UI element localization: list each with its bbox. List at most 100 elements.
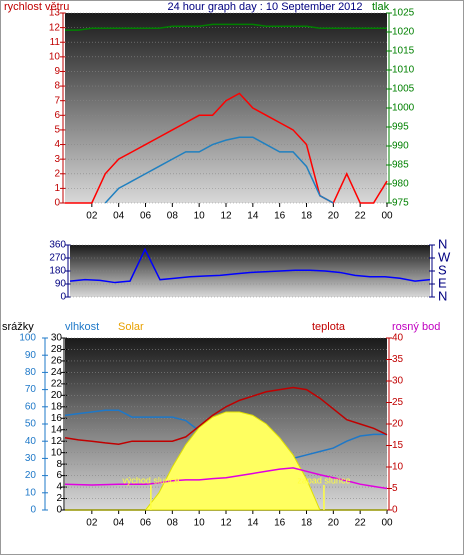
y-tick-label: 270 [49, 253, 66, 264]
y2-tick-label: 990 [392, 141, 409, 152]
legend-label: vlhkost [65, 321, 99, 333]
x-tick-label: 06 [140, 518, 152, 529]
y2-tick-label: 30 [392, 376, 404, 387]
y2-tick-label: 10 [392, 462, 404, 473]
y-tick-label: 180 [49, 266, 66, 277]
x-tick-label: 10 [194, 211, 206, 222]
series-line [69, 247, 431, 284]
y-tick-label: 0 [30, 505, 36, 516]
x-tick-label: 18 [301, 518, 313, 529]
x-tick-label: 00 [381, 211, 393, 222]
y-tick-label: 30 [25, 453, 37, 464]
x-tick-label: 02 [86, 211, 98, 222]
y2-tick-label: 40 [392, 333, 404, 344]
y3-tick-label: 10 [51, 447, 63, 458]
x-tick-label: 04 [113, 211, 125, 222]
solar-area [65, 411, 387, 511]
y2-tick-label: 35 [392, 354, 404, 365]
annotation: západ slunce [297, 475, 350, 485]
y2-tick-label: 25 [392, 397, 404, 408]
y3-tick-label: 26 [51, 356, 63, 367]
y-tick-label: 10 [25, 487, 37, 498]
x-tick-label: 02 [86, 518, 98, 529]
y2-tick-label: 1000 [392, 103, 415, 114]
y2-tick-label: W [438, 249, 451, 264]
x-tick-label: 14 [247, 518, 259, 529]
y-tick-label: 90 [55, 279, 67, 290]
y-tick-label: 7 [54, 95, 60, 106]
y3-tick-label: 4 [56, 482, 62, 493]
x-tick-label: 10 [194, 518, 206, 529]
y2-tick-label: 980 [392, 179, 409, 190]
x-tick-label: 20 [328, 518, 340, 529]
x-tick-label: 16 [274, 518, 286, 529]
y2-tick-label: S [438, 262, 447, 277]
y2-tick-label: N [438, 288, 447, 303]
y-tick-label: 11 [50, 37, 61, 48]
x-tick-label: 20 [328, 211, 340, 222]
x-tick-label: 04 [113, 518, 125, 529]
x-tick-label: 16 [274, 211, 286, 222]
x-tick-label: 18 [301, 211, 313, 222]
y2-tick-label: 1025 [392, 8, 415, 19]
y-tick-label: 80 [25, 367, 37, 378]
x-tick-label: 06 [140, 211, 152, 222]
y-tick-label: 0 [54, 198, 60, 209]
y3-tick-label: 28 [51, 344, 63, 355]
y2-axis-title: tlak [372, 1, 390, 13]
x-tick-label: 22 [355, 518, 367, 529]
series-line [64, 386, 388, 445]
y-tick-label: 2 [54, 168, 60, 179]
y2-tick-label: N [438, 236, 447, 251]
legend-label: srážky [2, 321, 34, 333]
y2-tick-label: 15 [392, 440, 404, 451]
y-tick-label: 40 [25, 436, 37, 447]
chart-title: 24 hour graph day : 10 September 2012 [167, 1, 362, 13]
y-tick-label: 360 [49, 240, 66, 251]
y3-tick-label: 18 [51, 401, 63, 412]
y-tick-label: 10 [49, 51, 61, 62]
legend-label: rosný bod [392, 321, 440, 333]
y3-tick-label: 16 [51, 413, 63, 424]
y2-tick-label: 985 [392, 160, 409, 171]
y3-tick-label: 0 [56, 505, 62, 516]
y2-tick-label: 1005 [392, 84, 415, 95]
y-tick-label: 6 [54, 110, 60, 121]
y2-tick-label: 1015 [392, 46, 415, 57]
plot-area [65, 13, 387, 203]
series-line [65, 23, 387, 31]
y2-tick-label: 975 [392, 198, 409, 209]
y3-tick-label: 12 [51, 436, 63, 447]
y2-tick-label: 5 [392, 483, 398, 494]
legend-label: Solar [118, 321, 144, 333]
y2-tick-label: 1010 [392, 65, 415, 76]
y-tick-label: 3 [54, 154, 60, 165]
y2-tick-label: 20 [392, 419, 404, 430]
y2-tick-label: 0 [392, 505, 398, 516]
series-line [64, 467, 388, 490]
y3-tick-label: 8 [56, 459, 62, 470]
y-tick-label: 1 [54, 183, 60, 194]
y-tick-label: 20 [25, 470, 37, 481]
y-tick-label: 9 [54, 66, 60, 77]
y-tick-label: 12 [49, 22, 61, 33]
y-tick-label: 60 [25, 401, 37, 412]
annotation: východ slunce [122, 475, 179, 485]
y3-tick-label: 20 [51, 390, 63, 401]
y3-tick-label: 2 [56, 493, 62, 504]
y3-tick-label: 30 [51, 333, 63, 344]
y3-tick-label: 6 [56, 470, 62, 481]
x-tick-label: 08 [167, 211, 179, 222]
y-tick-label: 13 [49, 8, 61, 19]
y-tick-label: 100 [19, 333, 36, 344]
x-tick-label: 12 [220, 518, 232, 529]
y-tick-label: 8 [54, 81, 60, 92]
y-tick-label: 0 [60, 292, 66, 303]
x-tick-label: 08 [167, 518, 179, 529]
x-tick-label: 22 [355, 211, 367, 222]
x-tick-label: 12 [220, 211, 232, 222]
legend-label: teplota [312, 321, 346, 333]
x-tick-label: 00 [381, 518, 393, 529]
y2-tick-label: 995 [392, 122, 409, 133]
y-tick-label: 4 [54, 139, 60, 150]
